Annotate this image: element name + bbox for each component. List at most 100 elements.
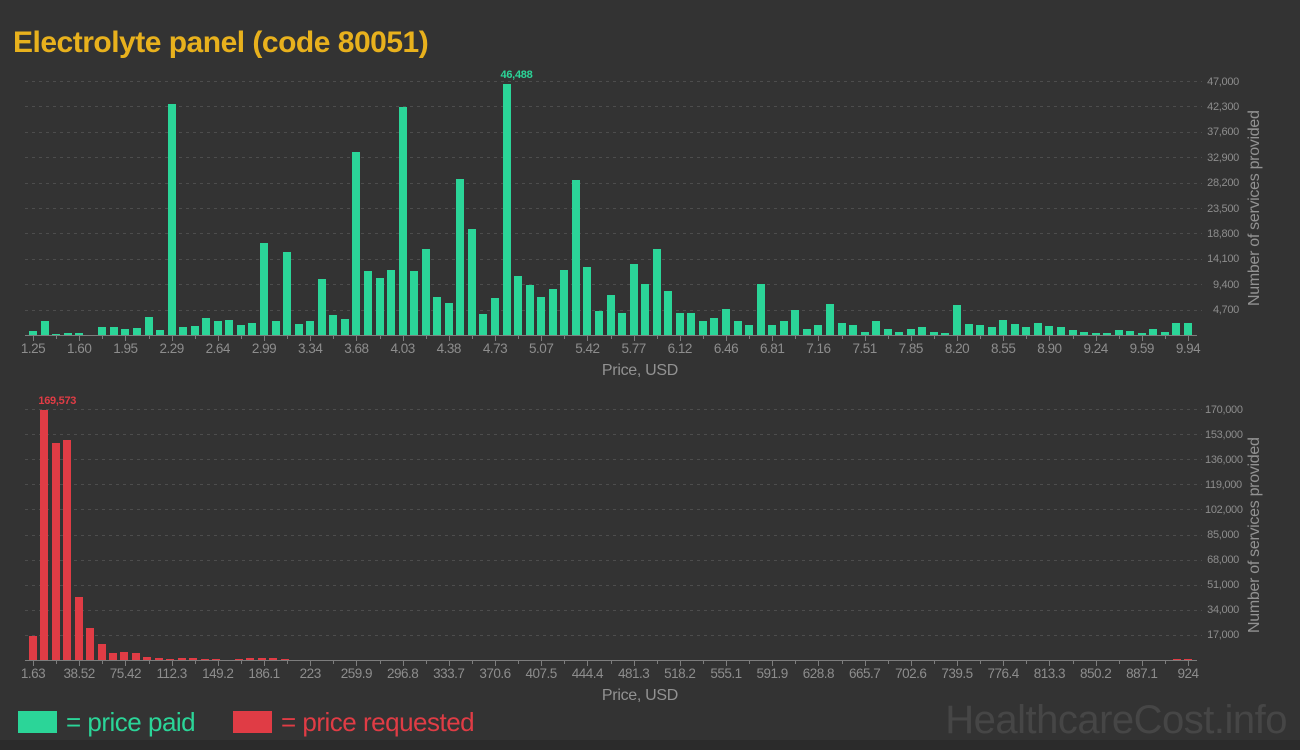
x-tick-label: 7.51 <box>852 341 877 356</box>
y-tick-label: 136,000 <box>1205 453 1243 466</box>
x-minor-tick-mark <box>980 336 982 339</box>
x-tick-mark <box>33 661 34 666</box>
bar <box>433 297 442 335</box>
y-tick-label: 102,000 <box>1205 503 1243 516</box>
y-tick-label: 42,300 <box>1207 100 1239 113</box>
x-minor-tick-mark <box>564 661 566 664</box>
x-tick-label: 7.16 <box>806 341 831 356</box>
bar <box>745 325 754 335</box>
x-tick-label: 850.2 <box>1079 666 1112 681</box>
x-minor-tick-mark <box>287 661 289 664</box>
x-tick-mark <box>310 336 312 341</box>
x-tick-mark <box>356 661 358 666</box>
x-minor-tick-mark <box>194 661 196 664</box>
bar <box>675 313 684 335</box>
x-tick-mark <box>541 336 543 341</box>
bar <box>29 635 37 660</box>
bar <box>246 658 255 660</box>
bar <box>1091 332 1100 335</box>
bar <box>1184 322 1192 335</box>
gridline <box>25 182 1202 184</box>
x-tick-mark <box>957 661 958 666</box>
bar <box>733 321 742 335</box>
x-minor-tick-mark <box>56 336 58 339</box>
x-minor-tick-mark <box>148 661 150 664</box>
bar <box>225 319 234 335</box>
x-tick-mark <box>79 661 81 666</box>
y-tick-label: 14,100 <box>1207 253 1239 266</box>
gridline <box>25 409 1202 410</box>
x-minor-tick-mark <box>841 661 843 664</box>
x-tick-label: 5.07 <box>529 341 554 356</box>
bar <box>664 290 673 335</box>
x-tick-label: 3.34 <box>298 341 323 356</box>
gridline <box>25 434 1202 436</box>
x-tick-mark <box>264 336 265 341</box>
x-tick-label: 2.29 <box>159 341 184 356</box>
y-tick-label: 119,000 <box>1205 478 1242 491</box>
bar <box>257 657 266 660</box>
y-tick-label: 17,000 <box>1207 629 1239 642</box>
bar <box>202 318 211 335</box>
x-tick-label: 407.5 <box>525 666 558 681</box>
x-tick-mark <box>541 661 543 666</box>
bar <box>987 326 996 335</box>
bar <box>883 328 892 335</box>
bar <box>86 627 95 660</box>
bar <box>271 321 280 335</box>
x-minor-tick-mark <box>702 661 704 664</box>
bar <box>1149 328 1158 335</box>
bar <box>132 327 141 335</box>
x-tick-label: 702.6 <box>895 666 927 681</box>
x-tick-mark <box>587 336 589 341</box>
x-tick-label: 3.68 <box>344 341 369 356</box>
x-tick-mark <box>679 336 681 341</box>
x-tick-label: 223 <box>299 666 322 681</box>
bar <box>491 298 499 335</box>
bar <box>560 269 569 335</box>
x-tick-mark <box>587 661 589 666</box>
x-tick-label: 518.2 <box>664 666 696 681</box>
x-tick-label: 1.25 <box>20 341 46 356</box>
x-tick-mark <box>910 661 912 666</box>
x-tick-label: 8.55 <box>991 341 1016 356</box>
bar <box>756 283 765 335</box>
gridline <box>25 584 1202 586</box>
bar <box>976 325 985 335</box>
x-tick-mark <box>402 336 404 341</box>
peak-value-label: 169,573 <box>38 394 77 407</box>
x-tick-label: 444.4 <box>571 666 604 681</box>
bar <box>1172 659 1181 660</box>
bar <box>29 331 37 335</box>
x-tick-label: 370.6 <box>479 666 511 681</box>
x-tick-mark <box>864 336 866 341</box>
y-tick-label: 85,000 <box>1207 529 1239 541</box>
bar <box>594 311 603 335</box>
bar <box>1184 658 1192 660</box>
x-tick-label: 6.12 <box>667 341 693 356</box>
bar <box>479 313 488 335</box>
bar <box>179 326 188 335</box>
bar <box>537 296 546 335</box>
bar <box>1160 331 1169 335</box>
x-tick-mark <box>772 661 774 666</box>
x-tick-mark <box>1049 336 1051 341</box>
x-minor-tick-mark <box>56 661 58 664</box>
x-tick-label: 887.1 <box>1126 666 1158 681</box>
bar <box>1022 327 1031 335</box>
bar <box>825 304 834 335</box>
gridline <box>25 284 1202 286</box>
bar <box>802 328 811 335</box>
bar <box>306 321 315 335</box>
x-tick-mark <box>633 661 635 666</box>
bar <box>514 276 523 335</box>
y-tick-label: 23,500 <box>1207 202 1239 215</box>
bar <box>895 331 904 335</box>
x-tick-label: 9.24 <box>1083 341 1108 356</box>
x-tick-mark <box>1141 661 1143 666</box>
bar <box>283 251 292 335</box>
bar <box>190 326 199 335</box>
legend-item-price-requested: = price requested <box>233 707 475 737</box>
bar <box>51 442 60 660</box>
x-minor-tick-mark <box>656 336 658 339</box>
